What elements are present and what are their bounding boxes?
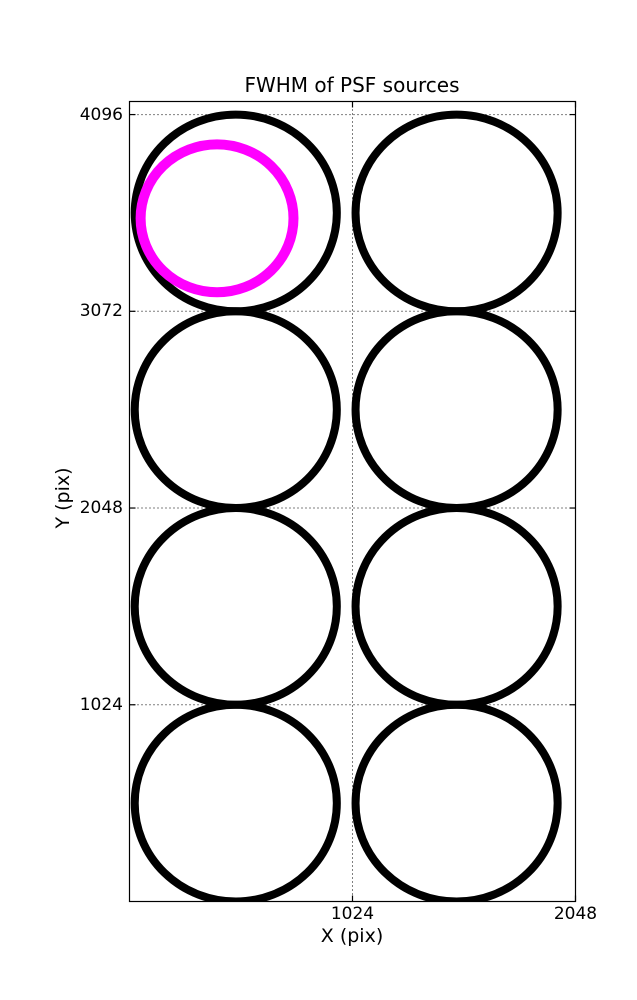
psf-fwhm-rings-4 [130,504,341,709]
psf-fwhm-rings-3 [351,307,562,513]
x-tick-label-2048: 2048 [553,904,598,924]
psf-fwhm-rings-6 [130,700,341,902]
y-tick-label-3072: 3072 [79,301,123,322]
psf-fwhm-rings-2 [130,307,341,513]
x-axis-label: X (pix) [320,925,384,947]
psf-fwhm-rings-1 [351,110,562,316]
chart-title: FWHM of PSF sources [244,73,460,97]
x-tick-label-1024: 1024 [330,904,375,924]
psf-fwhm-rings-7 [351,700,562,902]
highlighted-psf-ring-0 [135,139,299,298]
psf-fwhm-rings-5 [351,504,562,709]
y-tick-label-4096: 4096 [79,104,123,125]
y-tick-label-1024: 1024 [79,694,123,715]
y-tick-label-2048: 2048 [79,498,123,519]
